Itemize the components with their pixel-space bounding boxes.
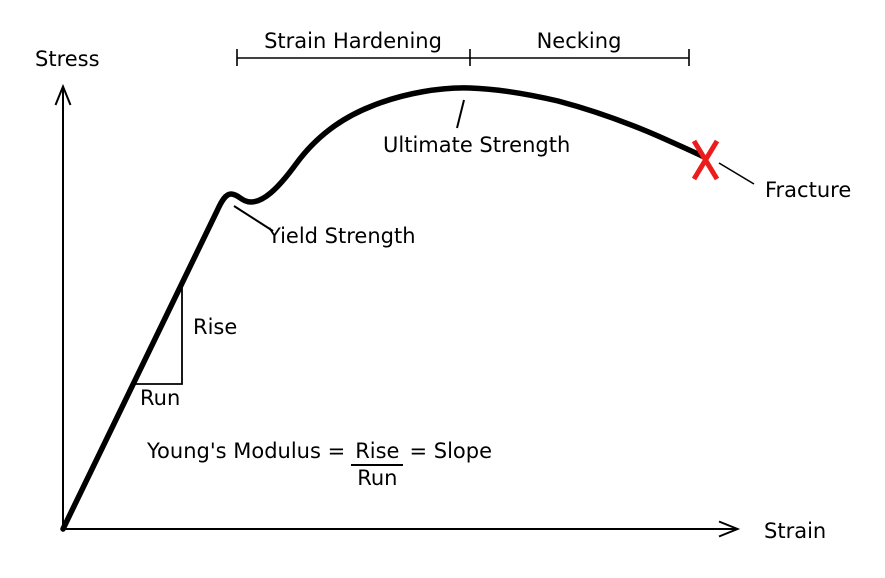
y-axis-arrow-icon xyxy=(54,83,72,106)
youngs-modulus-equation: Young's Modulus = Rise Run = Slope xyxy=(147,439,492,491)
region-bracket xyxy=(236,49,690,66)
equation-numerator: Rise xyxy=(351,439,404,466)
ultimate-strength-label: Ultimate Strength xyxy=(383,133,571,157)
equation-denominator: Run xyxy=(357,466,398,490)
equation-rhs: = Slope xyxy=(409,439,493,463)
run-label: Run xyxy=(140,386,181,410)
strain-hardening-region-label: Strain Hardening xyxy=(264,29,442,53)
ultimate-strength-leader-line xyxy=(456,99,465,129)
yield-strength-label: Yield Strength xyxy=(268,224,416,248)
equation-fraction: Rise Run xyxy=(351,439,404,491)
fracture-label: Fracture xyxy=(765,178,852,202)
x-axis-arrow-icon xyxy=(718,520,741,538)
necking-region-label: Necking xyxy=(536,29,622,53)
fracture-leader-line xyxy=(718,162,755,185)
rise-run-triangle xyxy=(134,287,183,385)
fracture-x-marker xyxy=(691,139,720,181)
equation-lhs: Young's Modulus = xyxy=(147,439,346,463)
y-axis-label: Stress xyxy=(35,47,100,71)
rise-label: Rise xyxy=(193,315,238,339)
stress-strain-curve xyxy=(60,85,705,532)
yield-strength-leader-line xyxy=(233,205,274,232)
x-axis-label: Strain xyxy=(764,519,827,543)
